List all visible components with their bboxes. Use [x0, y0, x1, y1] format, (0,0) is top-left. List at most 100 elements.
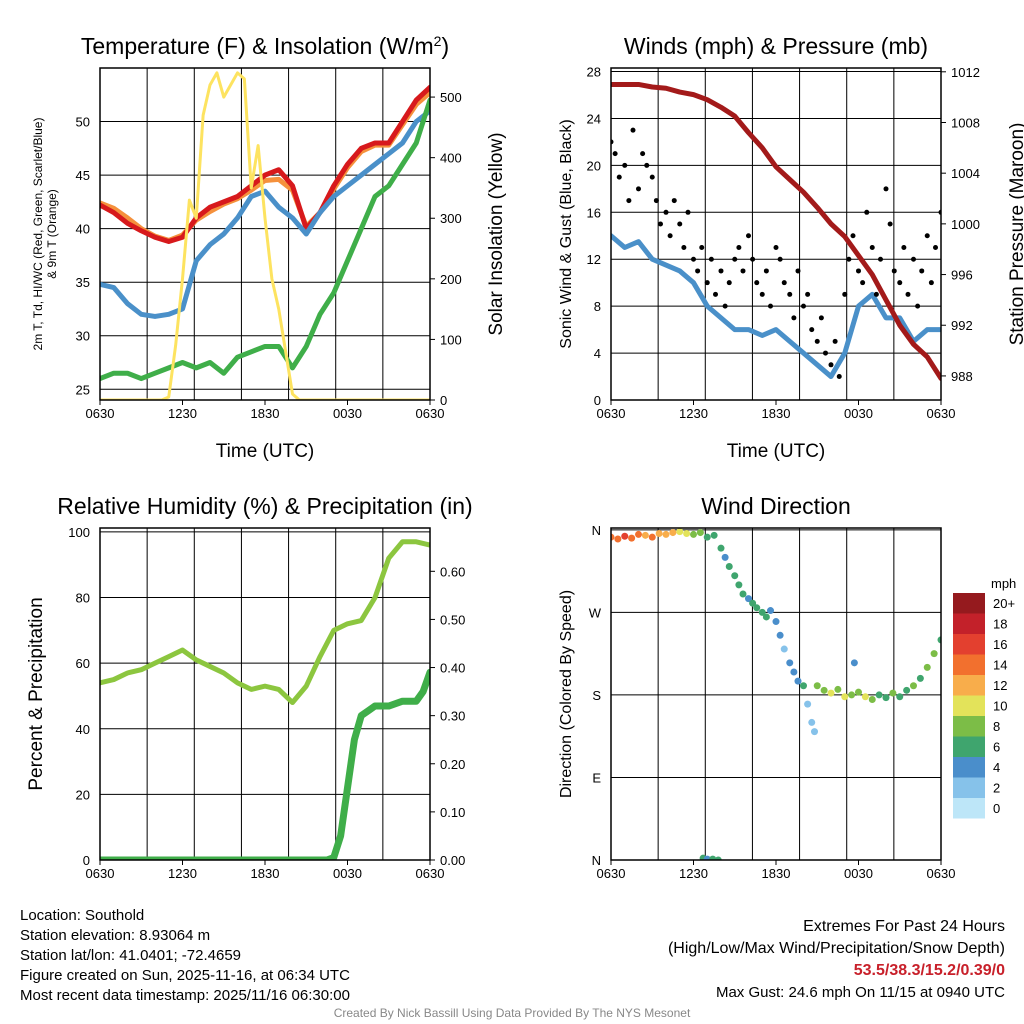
extremes-values: 53.5/38.3/15.2/0.39/0 — [853, 962, 1005, 979]
direction-point — [889, 689, 897, 697]
gust-point — [636, 186, 641, 192]
gust-point — [791, 315, 797, 321]
y-tick-label: S — [592, 688, 601, 703]
y2-tick-label: 500 — [440, 90, 462, 105]
gust-point — [891, 268, 897, 274]
location: Location: Southold — [20, 907, 145, 924]
y-tick-label: N — [592, 523, 601, 538]
gust-point — [933, 244, 938, 250]
colorbar-label: 16 — [993, 637, 1007, 652]
direction-point — [808, 718, 816, 726]
y2-tick-label: 0.10 — [440, 805, 465, 820]
direction-point — [648, 533, 656, 541]
x-tick-label: 1830 — [251, 406, 280, 421]
colorbar-label: 2 — [993, 781, 1000, 796]
y-tick-label: 35 — [76, 275, 90, 290]
colorbar-swatch — [953, 716, 985, 737]
direction-point — [676, 528, 684, 536]
direction-point — [813, 682, 821, 690]
series-precipitation — [100, 668, 430, 860]
x-tick-label: 1230 — [679, 866, 708, 881]
gust-point — [653, 198, 659, 204]
chart-title: Temperature (F) & Insolation (W/m2) — [81, 33, 449, 59]
direction-point — [794, 677, 802, 685]
x-tick-label: 0630 — [416, 866, 445, 881]
plot-frame — [610, 67, 942, 401]
colorbar-swatch — [953, 634, 985, 655]
direction-point — [848, 691, 856, 699]
x-axis-label: Time (UTC) — [727, 441, 826, 462]
colorbar-swatch — [953, 593, 985, 614]
direction-point — [780, 645, 788, 653]
direction-point — [735, 581, 743, 589]
y2-tick-label: 992 — [951, 318, 973, 333]
gust-point — [773, 244, 779, 250]
direction-point — [910, 682, 917, 690]
direction-point — [834, 685, 842, 693]
y-tick-label: 25 — [76, 382, 90, 397]
direction-point — [767, 607, 774, 615]
chart-title: Wind Direction — [701, 493, 851, 519]
direction-point — [923, 663, 931, 671]
credit: Created By Nick Bassill Using Data Provi… — [333, 1006, 691, 1020]
direction-point — [937, 636, 941, 644]
x-tick-label: 0630 — [597, 866, 626, 881]
direction-point — [896, 693, 904, 701]
direction-point — [721, 553, 729, 561]
gust-point — [905, 291, 911, 297]
direction-point — [850, 659, 858, 667]
gust-point — [897, 280, 903, 286]
direction-point — [903, 686, 911, 694]
series-relative-humidity — [100, 539, 430, 706]
gust-point — [658, 221, 663, 227]
gust-point — [736, 244, 742, 250]
gust-point — [746, 233, 751, 239]
gust-point — [622, 162, 628, 168]
gust-point — [740, 268, 746, 274]
series-group — [611, 528, 941, 860]
gust-point — [726, 280, 732, 286]
gust-point — [691, 256, 696, 262]
extremes: Extremes For Past 24 Hours (High/Low/Max… — [668, 916, 1005, 1004]
series-hi-wc — [100, 97, 430, 382]
gust-point — [754, 280, 760, 286]
direction-point — [841, 693, 849, 701]
lat-lon: Station lat/lon: 41.0401; -72.4659 — [20, 947, 242, 964]
gust-point — [915, 303, 921, 309]
colorbar-swatch — [953, 757, 985, 778]
direction-point — [758, 608, 766, 616]
gust-point — [667, 233, 673, 239]
colorbar-label: 6 — [993, 740, 1000, 755]
gust-point — [612, 151, 618, 157]
y-tick-label: 0 — [594, 393, 601, 408]
y2-tick-label: 1004 — [951, 166, 980, 181]
y-tick-label: 50 — [76, 115, 90, 130]
extremes-subtitle: (High/Low/Max Wind/Precipitation/Snow De… — [667, 940, 1005, 957]
series-group — [100, 71, 430, 400]
gust-point — [873, 291, 879, 297]
series-station-pressure — [611, 81, 941, 381]
y-axis-label: Percent & Precipitation — [26, 597, 47, 790]
gust-point — [781, 280, 787, 286]
x-tick-label: 1230 — [679, 406, 708, 421]
gust-point — [850, 233, 856, 239]
gust-point — [787, 291, 793, 297]
y2-tick-label: 100 — [440, 332, 462, 347]
direction-point — [614, 535, 622, 543]
x-tick-label: 0630 — [927, 866, 956, 881]
gust-point — [828, 362, 834, 368]
series-2m-t — [100, 84, 430, 244]
gust-point — [777, 256, 783, 262]
direction-point — [861, 693, 869, 701]
colorbar-label: 8 — [993, 719, 1000, 734]
gust-point — [616, 174, 622, 180]
direction-point — [772, 618, 780, 626]
colorbar-swatch — [953, 777, 985, 798]
panel-2: Winds (mph) & Pressure (mb) 0630 1230 1830 0… — [558, 33, 1024, 462]
plot-frame — [610, 527, 942, 861]
direction-point — [611, 533, 615, 541]
direction-point — [683, 530, 691, 538]
colorbar-label: 4 — [993, 760, 1000, 775]
gust-point — [901, 244, 907, 250]
gust-point — [763, 268, 769, 274]
